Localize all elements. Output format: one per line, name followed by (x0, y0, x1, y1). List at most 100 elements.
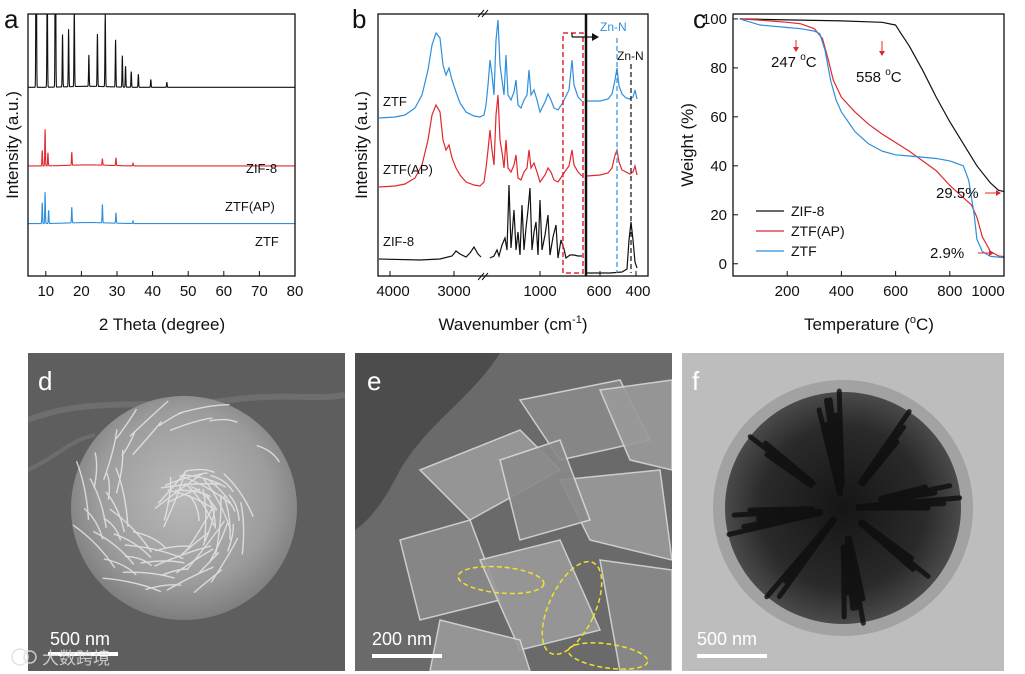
sem-petal (93, 530, 135, 565)
panel-c-series-ztf-line (739, 18, 1004, 259)
panel-a-series-label-ztfap: ZTF(AP) (225, 199, 275, 214)
panel-c-legend-ztfap: ZTF(AP) (791, 223, 845, 239)
sem-petal (160, 483, 222, 489)
sem-nanosheet (478, 539, 602, 651)
watermark-text: 大数跨境 (42, 649, 110, 669)
panel-b-series-ztf-line-low (587, 67, 638, 102)
panel-b-series-ztfap-line-low (586, 147, 638, 177)
panel-c-y-tick-label: 60 (710, 109, 727, 126)
panel-c-annotation-29-5: 29.5% (936, 185, 979, 202)
panel-c-annotation-558c: 558 oC (856, 67, 902, 86)
panel-c-y-tick-label: 80 (710, 60, 727, 77)
sem-petal (103, 429, 118, 480)
panel-a-x-tick-label: 60 (215, 283, 232, 300)
panel-c-series-ztfap-line (739, 18, 1004, 258)
panel-b-x-tick-400: 400 (625, 283, 650, 300)
panel-c-x-tick-label: 400 (829, 283, 854, 300)
panel-e-highlight-ellipse-3 (567, 642, 649, 670)
panel-b-y-axis-title: Intensity (a.u.) (352, 91, 371, 199)
panel-b-highlight-box (562, 32, 584, 274)
sem-petal (178, 403, 230, 415)
sem-petal (163, 476, 172, 521)
panel-c-x-tick-label: 800 (937, 283, 962, 300)
sem-petal (209, 418, 238, 424)
panel-a-xrd: a 10 20 30 40 50 60 70 80 ZIF-8 ZTF(AP) ZTF 2 T… (3, 4, 304, 334)
panel-c-y-axis-title: Weight (%) (678, 103, 697, 187)
sem-petal (154, 545, 212, 567)
panel-b-axis-break-top (477, 9, 489, 18)
panel-b-series-ztfap-line (378, 94, 583, 188)
sem-petal (75, 460, 90, 521)
sem-petal (193, 569, 223, 594)
tem-spike (855, 495, 963, 510)
panel-e-highlight-ellipse-1 (457, 565, 545, 595)
panel-b-axis-break-bottom (477, 272, 489, 281)
panel-a-y-axis-title: Intensity (a.u.) (3, 91, 22, 199)
panel-b-ftir: b Zn-N Zn-N ZTF ZTF(AP) ZIF-8 (352, 4, 651, 334)
panel-c-y-tick-label: 40 (710, 158, 727, 175)
panel-b-series-zif8-line-low (587, 221, 638, 274)
sem-petal (226, 523, 234, 552)
sem-petal (83, 507, 104, 540)
sem-petal (202, 477, 232, 531)
sem-petal (205, 493, 217, 529)
sem-petal (89, 478, 107, 528)
panel-a-series-ztf-line (28, 192, 295, 225)
panel-b-label: b (352, 4, 366, 34)
panel-a-series-ztfap-line (28, 129, 295, 167)
sem-petal (210, 537, 239, 583)
sem-petal (155, 545, 192, 552)
panel-c-legend-zif8: ZIF-8 (791, 203, 825, 219)
sem-petal (187, 520, 226, 570)
panel-a-label: a (4, 4, 19, 34)
microsphere-d (71, 396, 297, 620)
panel-c-x-tick-label: 200 (775, 283, 800, 300)
sem-petal (115, 408, 138, 440)
panel-a-series-label-ztf: ZTF (255, 234, 279, 249)
panel-b-x-tick-600: 600 (586, 283, 611, 300)
sem-petal (208, 522, 228, 564)
microsphere-f (725, 392, 961, 624)
panel-f-scale-bar (697, 654, 767, 658)
sem-petal (240, 502, 245, 555)
tem-spike (816, 407, 842, 496)
sem-petal (186, 468, 215, 474)
sem-petal (132, 421, 163, 456)
panel-f-scale-bar-label: 500 nm (697, 629, 757, 649)
sem-petal (160, 568, 189, 577)
panel-b-x-tick-1000: 1000 (523, 283, 556, 300)
sem-petal (223, 495, 231, 540)
panel-c-y-tick-label: 20 (710, 207, 727, 224)
panel-d-scale-bar (48, 652, 118, 656)
panel-e-label: e (367, 366, 381, 396)
sem-petal (166, 488, 201, 504)
sem-petal (105, 471, 111, 500)
panel-c-y-tick-label: 100 (702, 11, 727, 28)
panel-c-label: c (693, 4, 706, 34)
tem-spike (764, 452, 814, 489)
sem-petal (169, 417, 213, 432)
tem-spike (847, 535, 866, 602)
tem-spike (859, 519, 914, 561)
sem-petal (210, 474, 234, 493)
panel-c-annotation-arrows (793, 40, 1001, 256)
sem-petal (93, 452, 98, 489)
panel-f-label: f (692, 366, 700, 396)
sem-petal (115, 449, 124, 494)
sem-nanosheet (598, 379, 672, 471)
panel-a-x-tick-label: 20 (73, 283, 90, 300)
sem-petal (179, 474, 233, 506)
panel-a-x-tick-label: 50 (180, 283, 197, 300)
sem-petal (103, 558, 137, 576)
panel-b-annotation-zn-n-black: Zn-N (617, 49, 644, 63)
watermark-logo-icon (11, 648, 37, 666)
sem-petal (223, 473, 254, 517)
sem-petal (198, 552, 220, 574)
panel-a-series-zif8-line (28, 14, 295, 88)
panel-c-annotation-2-9: 2.9% (930, 245, 964, 262)
panel-a-x-tick-label: 80 (287, 283, 304, 300)
panel-b-series-label-ztfap: ZTF(AP) (383, 162, 433, 177)
sem-nanosheet (599, 559, 672, 671)
panel-a-x-axis-title: 2 Theta (degree) (99, 315, 225, 334)
